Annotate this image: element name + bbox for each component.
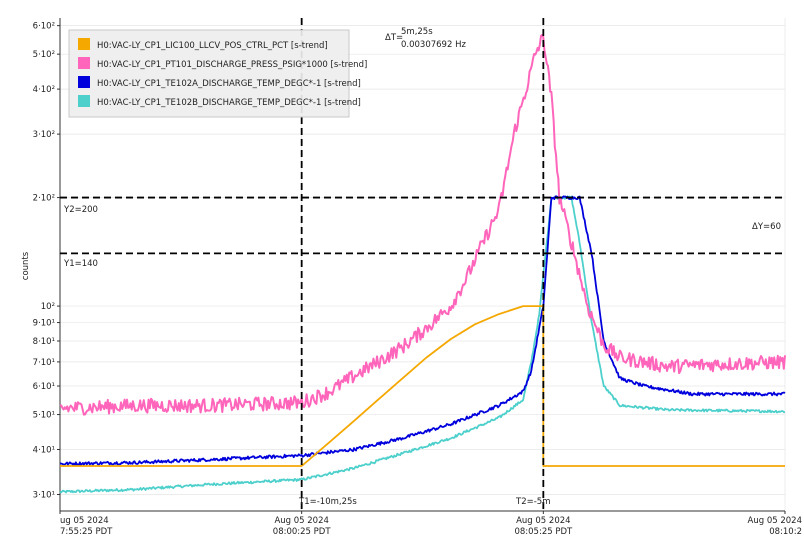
x-tick-label: 7:55:25 PDT: [60, 527, 113, 537]
y-axis-label: counts: [21, 251, 31, 280]
y2-label: Y2=200: [63, 205, 98, 215]
t2-label: T2=-5m: [515, 497, 550, 507]
x-tick-label: 08:05:25 PDT: [514, 527, 573, 537]
t1-label: T1=-10m,25s: [298, 497, 357, 507]
y-tick-label: 3·10²: [33, 130, 55, 140]
legend-box: [68, 29, 350, 118]
y-tick-label: 3·10¹: [33, 491, 55, 501]
delta-t-value: 5m,25s: [401, 27, 433, 37]
y-tick-label: 4·10²: [33, 85, 55, 95]
y-tick-label: 2·10²: [33, 194, 55, 204]
delta-t-frequency: 0.00307692 Hz: [401, 40, 466, 50]
legend-swatch-te102b: [78, 95, 90, 107]
series-line-lic100: [60, 305, 785, 467]
x-tick-label: ug 05 2024: [60, 516, 109, 526]
x-tick-label: Aug 05 2024: [748, 516, 802, 526]
series-line-te102a: [60, 195, 786, 466]
y-tick-label: 4·10¹: [33, 445, 55, 455]
series-line-te102b: [59, 195, 786, 494]
x-tick-label: Aug 05 2024: [274, 516, 328, 526]
y1-label: Y1=140: [63, 259, 98, 269]
legend-entry-te102a[interactable]: H0:VAC-LY_CP1_TE102A_DISCHARGE_TEMP_DEGC…: [97, 79, 361, 89]
y-tick-label: 6·10¹: [33, 382, 55, 392]
series-line-pt101: [59, 33, 786, 416]
y-tick-label: 6·10²: [33, 22, 55, 32]
legend[interactable]: H0:VAC-LY_CP1_LIC100_LLCV_POS_CTRL_PCT […: [68, 29, 367, 118]
series-lines: [59, 33, 786, 494]
legend-swatch-te102a: [78, 76, 90, 88]
x-tick-label: 08:00:25 PDT: [273, 527, 332, 537]
delta-y-label: ΔY=60: [752, 222, 781, 232]
y-tick-label: 7·10¹: [33, 358, 55, 368]
y-tick-label: 9·10¹: [33, 319, 55, 329]
y-tick-label: 5·10¹: [33, 411, 55, 421]
y-tick-label: 10²: [41, 302, 55, 312]
legend-swatch-lic100: [78, 38, 90, 50]
legend-entry-lic100[interactable]: H0:VAC-LY_CP1_LIC100_LLCV_POS_CTRL_PCT […: [97, 41, 328, 51]
y-tick-label: 8·10¹: [33, 337, 55, 347]
y-axis: 3·10¹ 4·10¹ 5·10¹ 6·10¹ 7·10¹ 8·10¹ 9·10¹ 10² 2·…: [33, 18, 61, 511]
legend-swatch-pt101: [78, 57, 90, 69]
y-tick-label: 5·10²: [33, 50, 55, 60]
x-tick-label: 08:10:2: [769, 527, 802, 537]
x-tick-label: Aug 05 2024: [516, 516, 570, 526]
legend-entry-te102b[interactable]: H0:VAC-LY_CP1_TE102B_DISCHARGE_TEMP_DEGC…: [97, 98, 361, 108]
legend-entry-pt101[interactable]: H0:VAC-LY_CP1_PT101_DISCHARGE_PRESS_PSIG…: [97, 60, 367, 70]
delta-t-prefix: ΔT=: [385, 33, 403, 43]
